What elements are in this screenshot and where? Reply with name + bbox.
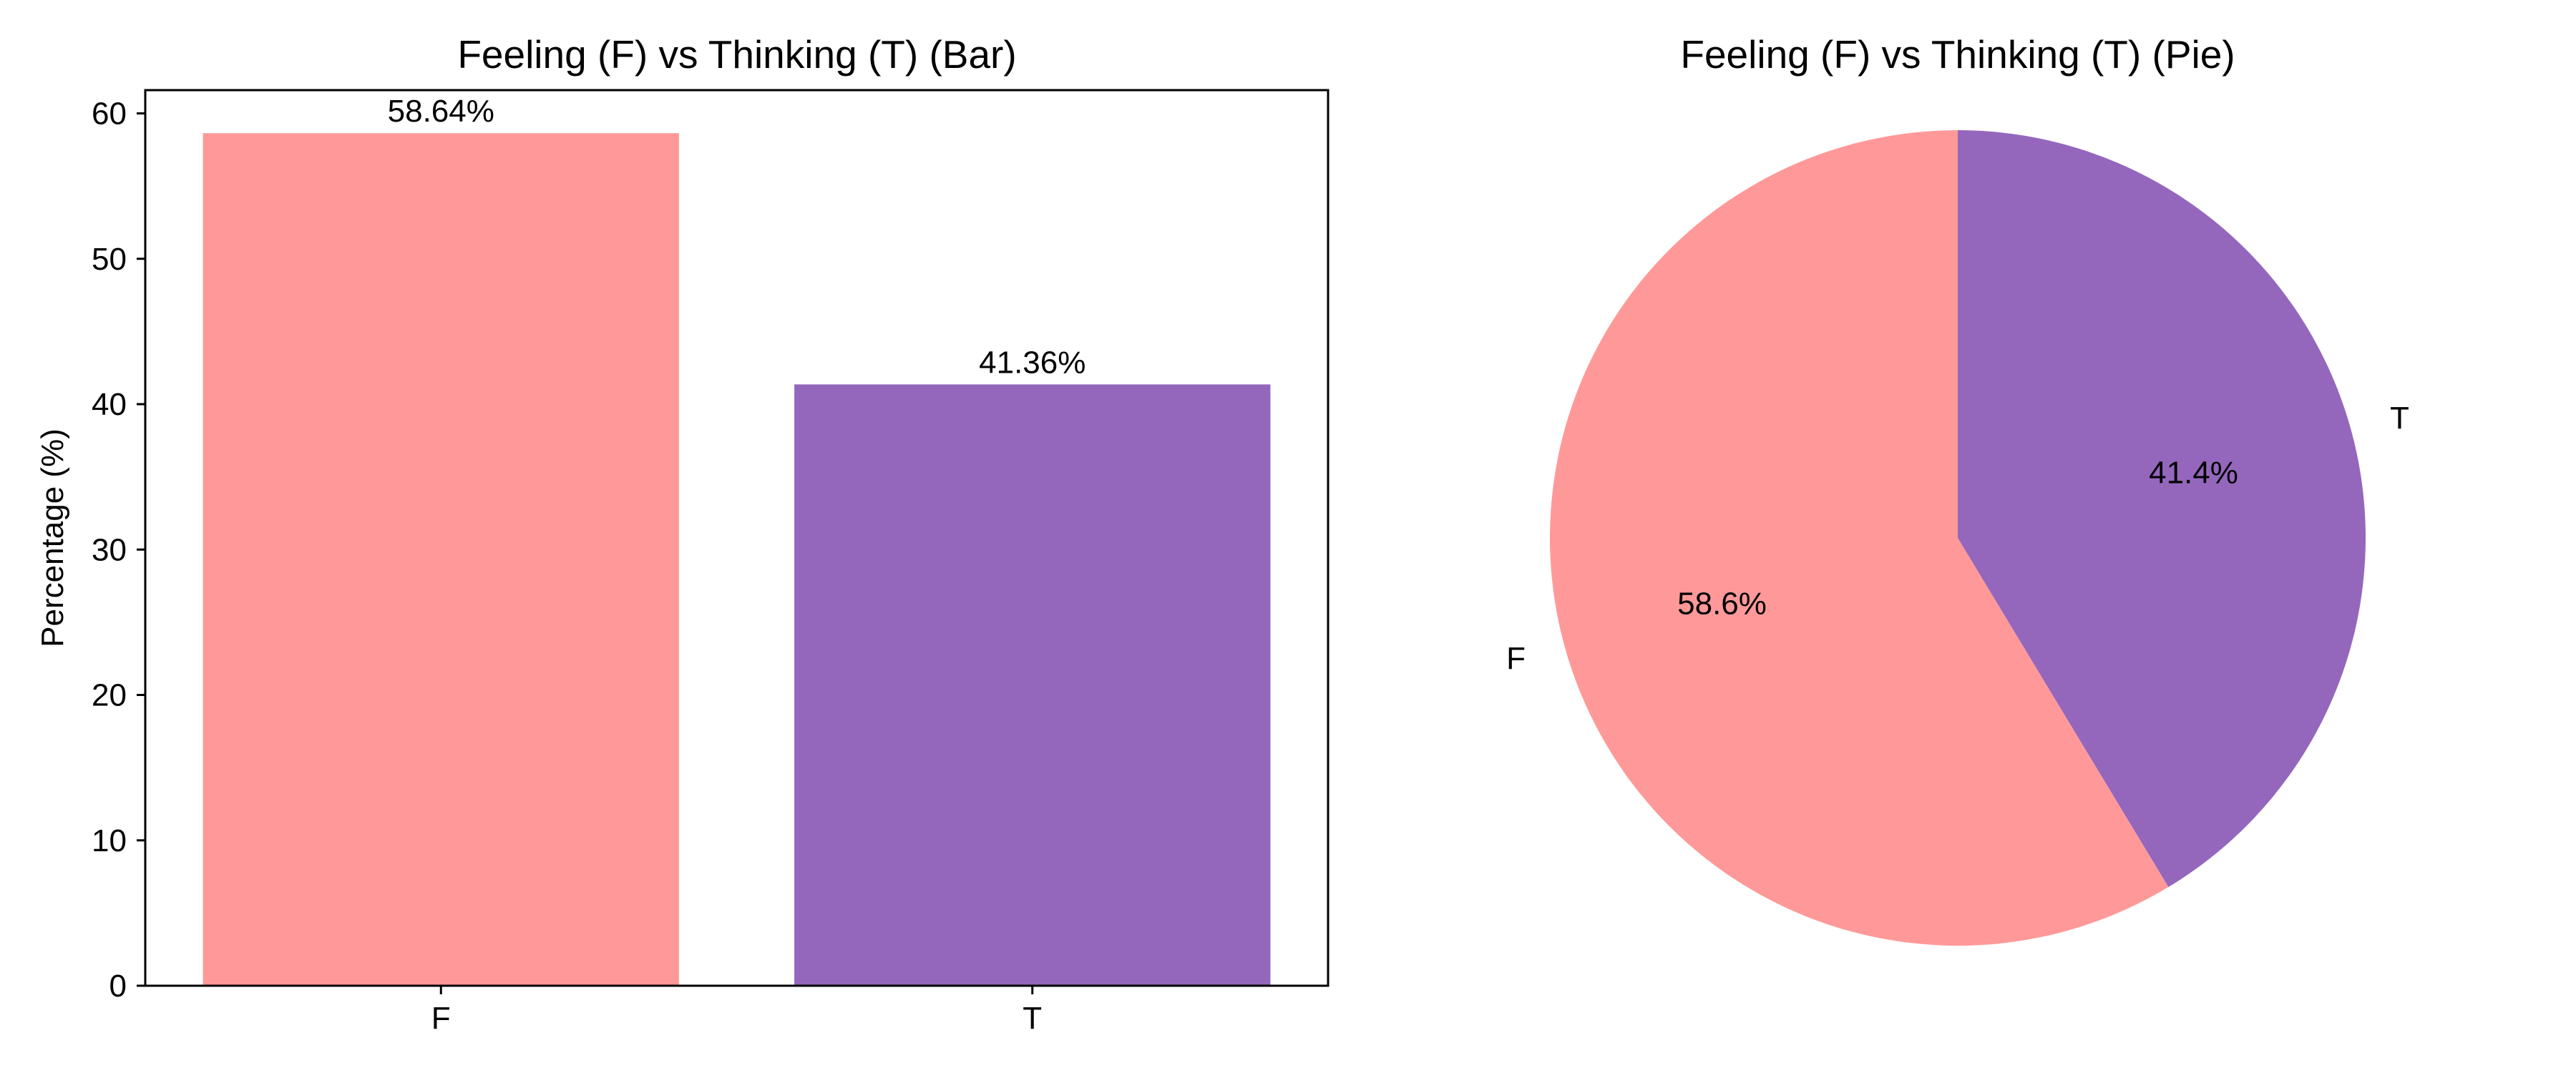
bar-data-label-f: 58.64% — [388, 94, 494, 129]
pie-slice-t — [1958, 130, 2366, 888]
y-tick-label: 10 — [92, 823, 127, 858]
bar-chart-marks: 58.64% 41.36% — [203, 94, 1271, 986]
bar-chart-title: Feeling (F) vs Thinking (T) (Bar) — [457, 32, 1016, 77]
y-tick-label: 40 — [92, 387, 127, 422]
pie-percent-label-t: 41.4% — [2149, 455, 2238, 490]
bar-t — [794, 384, 1271, 986]
bar-chart-panel: Feeling (F) vs Thinking (T) (Bar) 58.64%… — [35, 32, 1330, 1036]
bar-chart-y-ticks: 0 10 20 30 40 50 60 — [92, 97, 145, 1004]
pie-slice-f — [1550, 130, 2169, 946]
x-tick-label-t: T — [1023, 1001, 1042, 1036]
bar-f — [203, 133, 679, 986]
y-tick-label: 20 — [92, 678, 127, 713]
bar-chart-axes-frame — [144, 89, 1330, 987]
pie-percent-label-f: 58.6% — [1677, 587, 1767, 622]
y-tick-label: 30 — [92, 532, 127, 567]
pie-chart-panel: Feeling (F) vs Thinking (T) (Pie) F 58.6%… — [1506, 32, 2409, 946]
y-tick-label: 0 — [109, 969, 127, 1004]
bar-data-label-t: 41.36% — [979, 345, 1085, 380]
x-tick-label-f: F — [431, 1001, 451, 1036]
pie-chart-marks: F 58.6% T 41.4% — [1506, 130, 2409, 946]
pie-label-t: T — [2390, 401, 2409, 436]
y-tick-label: 60 — [92, 97, 127, 132]
pie-label-f: F — [1506, 641, 1526, 676]
pie-chart-title: Feeling (F) vs Thinking (T) (Pie) — [1680, 32, 2235, 77]
y-tick-label: 50 — [92, 242, 127, 277]
bar-chart-y-axis-label: Percentage (%) — [35, 428, 70, 647]
